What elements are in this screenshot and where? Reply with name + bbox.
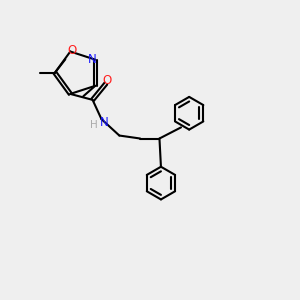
Text: O: O [103,74,112,87]
Text: O: O [67,44,76,56]
Text: N: N [88,53,97,66]
Text: N: N [100,116,108,129]
Text: H: H [90,119,98,130]
